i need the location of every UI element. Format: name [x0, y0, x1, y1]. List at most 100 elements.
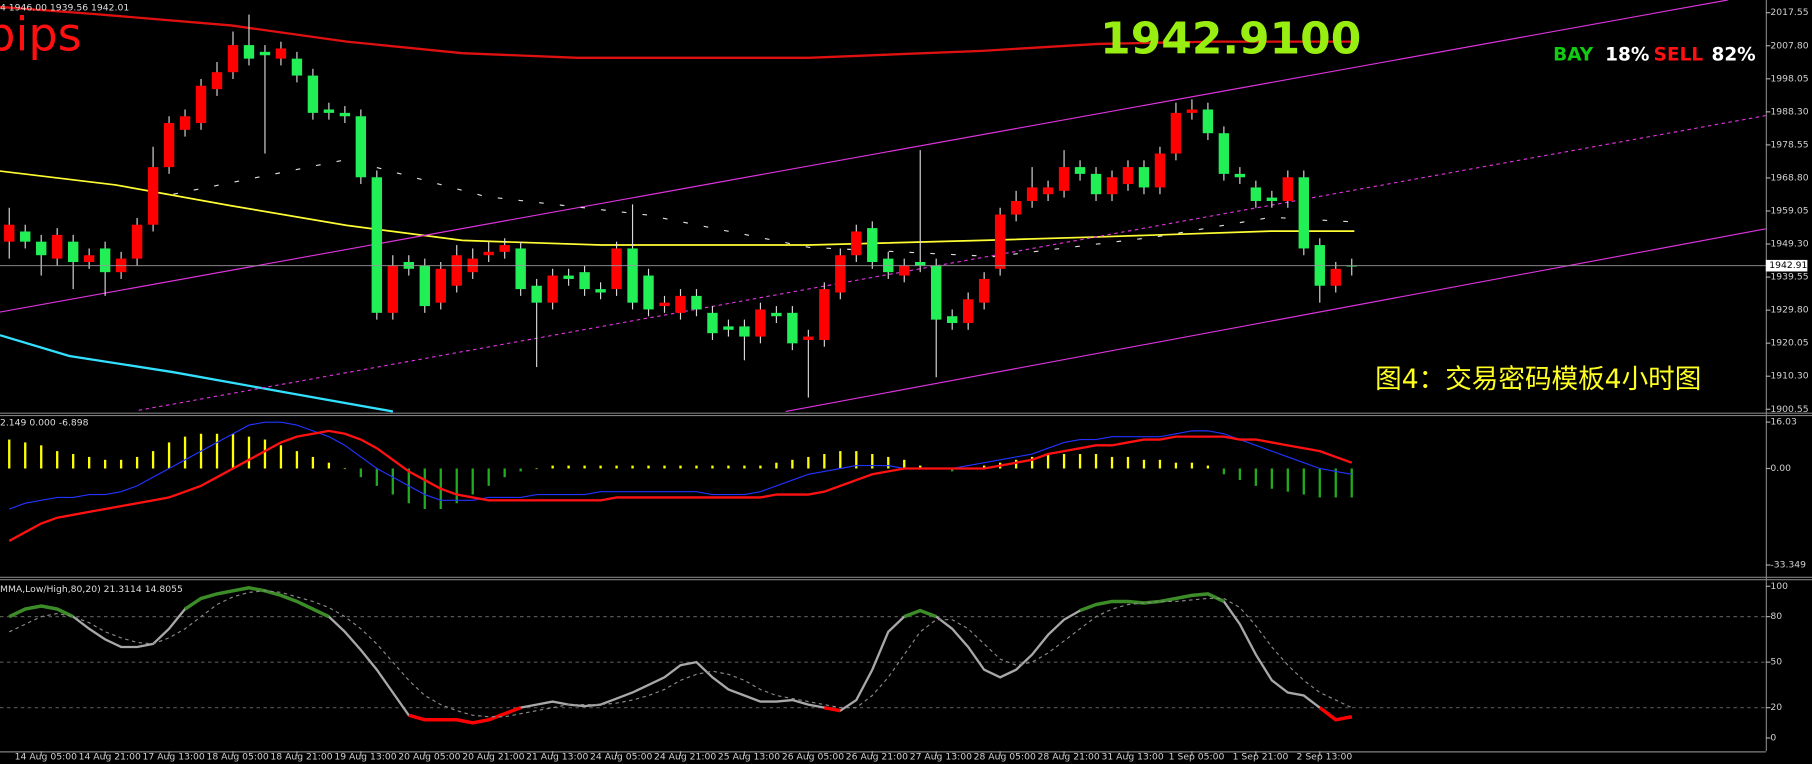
y-tick-label: 1968.80 [1770, 172, 1808, 183]
candle-body [131, 224, 143, 259]
macd-bar [343, 468, 347, 470]
candle-body [259, 51, 271, 56]
macd-bar [247, 436, 251, 469]
price-label: 1942.91 [1769, 260, 1807, 271]
macd-bar [535, 468, 538, 470]
macd-bar [759, 465, 762, 469]
y-tick-label: 1959.05 [1770, 205, 1808, 216]
x-tick-label: 31 Aug 13:00 [1101, 752, 1163, 763]
macd-bar [807, 456, 810, 469]
macd-bar [791, 459, 794, 469]
candle-body [595, 289, 606, 293]
macd-bar [1286, 468, 1289, 492]
stoch-highlight [8, 604, 74, 619]
macd-bar [1046, 454, 1050, 469]
candle-body [739, 326, 750, 337]
current-price: 1942.9100 [1100, 14, 1361, 65]
pips-label: pips [0, 8, 82, 62]
macd-bar [887, 456, 890, 469]
candle-body [803, 336, 814, 340]
macd-bar [519, 468, 522, 472]
macd-bar [1190, 462, 1194, 469]
candle-body [994, 214, 1006, 269]
channel-upper [0, 0, 1728, 313]
candle-body [195, 85, 207, 124]
candle-body [1234, 173, 1246, 178]
macd-bar [1126, 456, 1130, 469]
overlays [0, 0, 1766, 413]
candle-body [1266, 197, 1278, 201]
candle-body [1170, 112, 1182, 154]
candle-body [962, 299, 974, 324]
macd-bar [631, 465, 634, 469]
macd-bar [24, 442, 27, 469]
macd-bar [1238, 468, 1242, 481]
candle-body [515, 248, 526, 290]
candle-body [707, 312, 718, 334]
candle-body [899, 265, 910, 276]
x-tick-label: 18 Aug 21:00 [270, 752, 332, 763]
macd-bar [423, 468, 426, 510]
candle-body [1010, 200, 1022, 215]
candle-body [771, 312, 782, 317]
macd-bar [1350, 468, 1353, 498]
candle-body [723, 326, 734, 330]
candle-body [275, 48, 287, 59]
sell-label: SELL [1654, 44, 1704, 65]
x-tick-label: 14 Aug 05:00 [15, 752, 77, 763]
stoch-highlight [408, 706, 522, 725]
candle-body [435, 268, 446, 303]
candle-body [291, 58, 303, 76]
macd-bar [471, 468, 474, 495]
stoch-header: MMA,Low/High,80,20) 21.3114 14.8055 [0, 584, 183, 595]
candle-body [339, 112, 351, 117]
candle-body [1026, 187, 1038, 201]
macd-bar [1094, 454, 1098, 469]
macd-bar [1142, 459, 1146, 469]
macd-bar [391, 468, 394, 495]
macd-bar [583, 465, 586, 469]
macd-bar [663, 465, 666, 469]
macd-bar [1222, 468, 1226, 475]
candle-body [931, 265, 942, 320]
y-tick-label: 0.00 [1770, 463, 1791, 474]
y-tick-label: 1920.05 [1770, 338, 1808, 349]
candle-body [547, 275, 558, 303]
macd-bar [56, 451, 59, 469]
candle-body [946, 316, 958, 324]
y-tick-label: 80 [1770, 611, 1782, 622]
sar-dots [173, 158, 1355, 258]
y-tick-label: 1949.30 [1770, 239, 1808, 250]
macd-bar [1174, 462, 1178, 469]
stoch-highlight [1079, 592, 1225, 613]
candle-body [4, 224, 15, 242]
candle-body [1058, 167, 1070, 191]
candle-body [867, 228, 878, 263]
macd-bar [359, 468, 363, 478]
candle-body [1106, 177, 1118, 195]
stoch-highlight [184, 586, 330, 619]
candle-body [147, 167, 159, 225]
y-tick-label: 1900.55 [1770, 404, 1808, 415]
moving-average [0, 170, 1355, 246]
x-tick-label: 20 Aug 05:00 [398, 752, 460, 763]
candle-body [835, 255, 846, 293]
macd-bar [679, 465, 682, 469]
stoch-highlight [824, 705, 841, 713]
candle-body [915, 262, 926, 266]
lower-band [0, 334, 394, 413]
y-tick-label: -33.349 [1770, 560, 1806, 571]
upper-band [0, 5, 1355, 59]
macd-bar [295, 451, 299, 469]
y-tick-label: 1978.55 [1770, 139, 1808, 150]
macd-header: 2.149 0.000 -6.898 [0, 418, 89, 429]
candle-body [659, 302, 670, 307]
channel-lower [785, 228, 1766, 413]
price-label-box [1765, 259, 1808, 272]
macd-bar [375, 468, 378, 486]
candle-body [451, 255, 462, 286]
candle-body [851, 231, 862, 256]
x-tick-label: 28 Aug 21:00 [1038, 752, 1100, 763]
macd-bar [1206, 465, 1210, 469]
